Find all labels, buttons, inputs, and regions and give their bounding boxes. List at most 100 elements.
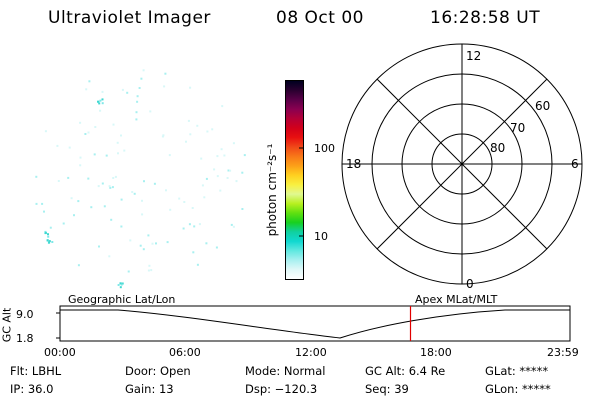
uv-speckle	[114, 175, 117, 178]
uv-speckle	[166, 241, 169, 244]
uv-speckle	[200, 157, 203, 160]
uv-speckle	[123, 149, 126, 152]
uv-speckle	[41, 202, 44, 205]
uv-speckle	[220, 148, 223, 151]
uv-speckle	[136, 100, 139, 103]
uv-speckle	[148, 264, 151, 267]
mlt-label-6: 6	[571, 157, 579, 171]
uv-speckle	[153, 182, 156, 185]
uv-bright-speckle	[47, 233, 49, 236]
uv-speckle	[126, 91, 129, 94]
ip-info: IP: 36.0	[10, 382, 54, 396]
uv-speckle	[97, 185, 100, 188]
uv-speckle	[140, 77, 143, 80]
uv-speckle	[241, 171, 244, 174]
altitude-curve	[60, 309, 570, 339]
uv-speckle	[43, 210, 45, 213]
x-tick-0000: 00:00	[44, 346, 76, 359]
lat-label-70: 70	[510, 121, 525, 135]
time-label: 16:28:58 UT	[430, 8, 541, 28]
x-tick-1200: 12:00	[295, 346, 327, 359]
uv-speckle	[193, 225, 196, 228]
uv-speckle	[70, 197, 73, 200]
uv-speckle	[221, 105, 224, 108]
glon-info: GLon: *****	[485, 382, 551, 396]
uv-speckle	[131, 191, 134, 193]
uv-speckle	[189, 86, 192, 89]
uv-bright-speckle	[47, 235, 50, 238]
uv-speckle	[169, 208, 172, 211]
colorbar-tick-10: 10	[314, 230, 328, 243]
uv-speckle	[68, 146, 71, 149]
uv-speckle	[139, 244, 142, 247]
uv-speckle	[49, 226, 52, 229]
uv-speckle	[112, 123, 115, 126]
uv-bright-speckle	[119, 286, 122, 289]
uv-speckle	[94, 126, 97, 128]
uv-speckle	[108, 255, 111, 258]
uv-speckle	[35, 175, 38, 178]
uv-speckle	[164, 72, 167, 75]
polar-diagonal-2	[376, 78, 548, 250]
uv-speckle	[56, 144, 59, 147]
mlt-label-12: 12	[466, 49, 481, 63]
uv-bright-speckle	[121, 282, 124, 285]
uv-speckle	[163, 85, 166, 88]
uv-bright-speckle	[101, 102, 104, 105]
uv-speckle	[226, 177, 229, 179]
uv-speckle	[243, 154, 246, 157]
uv-speckle	[219, 189, 222, 192]
uv-speckle	[185, 140, 187, 143]
uv-speckle	[161, 135, 164, 138]
uv-speckle	[196, 124, 199, 127]
uv-speckle	[57, 180, 60, 182]
uv-speckle	[205, 242, 208, 245]
uv-speckle	[182, 227, 185, 230]
uv-speckle	[188, 223, 191, 226]
uv-speckle	[117, 152, 119, 155]
uv-bright-speckle	[99, 99, 102, 102]
uv-speckle	[79, 121, 82, 124]
uv-speckle	[101, 182, 104, 185]
color-bar	[285, 80, 304, 280]
uv-speckle	[88, 80, 91, 83]
uv-speckle	[142, 69, 145, 72]
uv-speckle	[135, 111, 138, 114]
uv-bright-speckle	[98, 102, 101, 105]
instrument-title: Ultraviolet Imager	[48, 8, 211, 28]
uv-speckle	[85, 88, 88, 91]
uv-speckle	[187, 119, 190, 122]
uv-speckle	[178, 197, 181, 200]
uv-speckle	[84, 133, 87, 135]
uv-speckle	[241, 208, 244, 210]
uv-speckle	[87, 131, 90, 134]
uv-bright-speckle	[120, 283, 123, 286]
uv-speckle	[120, 225, 123, 228]
uv-speckle	[35, 202, 38, 205]
uv-speckle	[229, 169, 232, 172]
uv-speckle	[165, 189, 167, 192]
colorbar-tick-100: 100	[314, 142, 335, 155]
uv-bright-speckle	[97, 100, 99, 103]
uv-speckle	[79, 156, 82, 159]
uv-speckle	[79, 164, 82, 167]
uv-speckle	[198, 223, 201, 226]
y-tick-9: 9.0	[16, 308, 34, 321]
uv-speckle	[151, 242, 154, 245]
uv-speckle	[99, 109, 102, 112]
uv-speckle	[67, 176, 70, 179]
uv-speckle	[142, 248, 145, 251]
uv-speckle	[141, 199, 143, 202]
dsp-info: Dsp: −120.3	[245, 382, 318, 396]
uv-speckle	[127, 270, 130, 273]
uv-speckle	[205, 177, 208, 180]
uv-speckle	[201, 184, 204, 187]
gain-info: Gain: 13	[125, 382, 174, 396]
uv-speckle	[215, 246, 218, 249]
uv-speckle	[77, 264, 80, 267]
uv-speckle	[90, 206, 93, 209]
uv-speckle	[120, 134, 122, 137]
uv-speckle	[112, 177, 115, 179]
